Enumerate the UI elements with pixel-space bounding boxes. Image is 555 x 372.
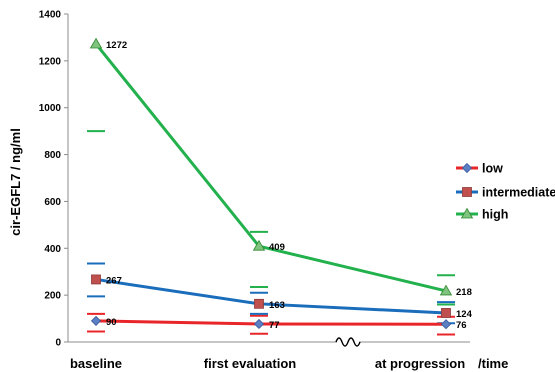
legend: low intermediate high bbox=[456, 162, 555, 222]
legend-label-intermediate: intermediate bbox=[482, 186, 555, 200]
legend-label-low: low bbox=[482, 162, 503, 176]
y-tick-label: 800 bbox=[44, 150, 61, 161]
data-label: 218 bbox=[456, 287, 472, 298]
y-tick-label: 0 bbox=[55, 338, 61, 349]
data-point-low bbox=[90, 315, 102, 326]
series-lines bbox=[94, 43, 447, 326]
data-point-intermediate bbox=[91, 274, 101, 285]
axes bbox=[67, 14, 470, 343]
legend-label-high: high bbox=[482, 208, 508, 222]
data-label: 267 bbox=[106, 275, 122, 286]
data-point-high bbox=[252, 239, 266, 251]
data-point-intermediate bbox=[254, 298, 264, 309]
x-ticks: baseline first evaluation at progression bbox=[70, 356, 465, 371]
y-axis-label: cir-EGFL7 / ng/ml bbox=[8, 128, 23, 236]
y-tick-label: 400 bbox=[44, 244, 61, 255]
error-bars bbox=[87, 130, 455, 336]
x-tick-label: first evaluation bbox=[204, 356, 297, 371]
data-markers bbox=[89, 37, 453, 330]
y-tick-label: 1200 bbox=[39, 56, 62, 67]
axis-break bbox=[335, 335, 361, 349]
legend-marker-intermediate bbox=[462, 187, 472, 197]
data-label: 124 bbox=[456, 309, 473, 320]
legend-marker-high bbox=[460, 207, 474, 219]
data-label: 90 bbox=[106, 317, 117, 328]
data-label: 1272 bbox=[106, 40, 127, 51]
data-point-low bbox=[253, 318, 265, 330]
axis-break-squiggle bbox=[335, 337, 361, 347]
data-label: 76 bbox=[456, 320, 467, 331]
data-label: 163 bbox=[269, 300, 285, 311]
y-tick-label: 1400 bbox=[39, 10, 62, 21]
data-label: 77 bbox=[269, 320, 280, 331]
series-line-high bbox=[94, 43, 447, 293]
legend-marker-low bbox=[461, 162, 473, 174]
x-tick-label: at progression bbox=[375, 356, 465, 371]
data-labels: 90 77 76 267 163 124 1272 409 218 bbox=[106, 40, 473, 331]
x-axis-unit-label: /time bbox=[478, 356, 508, 371]
y-ticks: 0 200 400 600 800 1000 1200 1400 bbox=[39, 10, 68, 349]
x-tick-label: baseline bbox=[70, 356, 122, 371]
data-label: 409 bbox=[269, 242, 285, 253]
data-point-low bbox=[440, 319, 452, 330]
y-tick-label: 600 bbox=[44, 197, 61, 208]
data-point-high bbox=[89, 37, 103, 49]
y-tick-label: 1000 bbox=[39, 103, 62, 114]
y-tick-label: 200 bbox=[44, 291, 61, 302]
data-point-intermediate bbox=[441, 308, 451, 318]
data-point-high bbox=[439, 284, 453, 296]
